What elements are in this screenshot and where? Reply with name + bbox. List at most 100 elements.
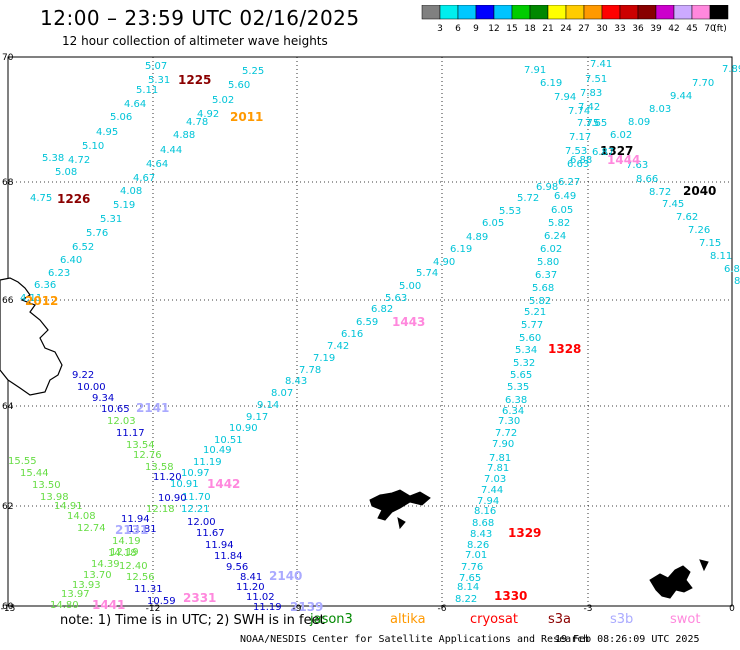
- wave-height-value: 12.56: [126, 572, 155, 583]
- wave-height-value: 8.09: [628, 117, 650, 128]
- wave-height-value: 8.07: [271, 388, 293, 399]
- wave-height-value: 4.72: [68, 155, 90, 166]
- wave-height-value: 13.93: [72, 580, 101, 591]
- wave-height-value: 6.38: [505, 395, 527, 406]
- wave-height-value: 6.8: [724, 264, 740, 275]
- wave-height-value: 9.34: [92, 393, 114, 404]
- wave-height-value: 7.01: [465, 550, 487, 561]
- track-2011: 5.25 5.60 5.02 4.924.78 4.88 4.44 4.64 4.67 4.08…: [120, 66, 264, 197]
- wave-height-value: 7.42: [578, 102, 600, 113]
- scale-tick-label: 18: [524, 24, 536, 34]
- wave-height-value: 7.30: [498, 416, 520, 427]
- wave-height-value: 14.19: [112, 536, 141, 547]
- scale-swatch: [655, 5, 675, 20]
- wave-height-value: 14.18: [108, 548, 137, 559]
- scale-swatch: [457, 5, 477, 20]
- wave-height-value: 5.35: [507, 382, 529, 393]
- wave-height-value: 7.78: [299, 365, 321, 376]
- pass-time-label: 1442: [207, 477, 240, 491]
- wave-height-value: 11.31: [134, 584, 163, 595]
- wave-height-value: 8.68: [472, 518, 494, 529]
- scale-swatch: [529, 5, 549, 20]
- footer-note: note: 1) Time is in UTC; 2) SWH is in fe…: [60, 613, 325, 628]
- wave-height-value: 8.22: [455, 594, 477, 605]
- satellite-swot: swot: [670, 612, 701, 627]
- longitude-tick-label: -9: [293, 604, 302, 614]
- wave-height-value: 4.78: [186, 117, 208, 128]
- wave-height-value: 4.64: [124, 99, 146, 110]
- wave-height-value: 5.06: [110, 112, 132, 123]
- wave-height-value: 5.25: [242, 66, 264, 77]
- pass-time-label: 1327: [600, 144, 633, 158]
- pass-time-label: 2040: [683, 184, 716, 198]
- track-1328: 1328: [548, 342, 581, 356]
- wave-height-value: 6.52: [72, 242, 94, 253]
- wave-height-value: 7.91: [524, 65, 546, 76]
- longitude-tick-label: -6: [438, 604, 447, 614]
- wave-height-value: 6.49: [554, 191, 576, 202]
- wave-height-value: 13.50: [32, 480, 61, 491]
- track-2040: 7.89 7.709.44 8.03 8.09 7.45 7.62 7.26 7.15 8.11…: [628, 64, 740, 287]
- scale-tick-label: 21: [542, 24, 553, 34]
- wave-height-value: 8.26: [467, 540, 489, 551]
- wave-height-value: 4.11: [20, 293, 42, 304]
- wave-height-value: 4.88: [173, 130, 195, 141]
- wave-height-value: 15.44: [20, 468, 49, 479]
- wave-height-value: 5.82: [529, 296, 551, 307]
- latitude-tick-label: 70: [2, 53, 14, 63]
- wave-height-value: 5.76: [86, 228, 108, 239]
- wave-height-value: 12.18: [146, 504, 175, 515]
- wave-height-value: 7.63: [626, 160, 648, 171]
- wave-height-value: 8.66: [636, 174, 658, 185]
- wave-height-value: 10.00: [77, 382, 106, 393]
- wave-height-value: 11.94: [205, 540, 234, 551]
- latitude-tick-label: 64: [2, 402, 14, 412]
- track-1225: 5.07 5.315.11 4.64 5.06 4.95 5.10 4.725.08 5.38…: [30, 61, 211, 204]
- wave-height-value: 7.15: [699, 238, 721, 249]
- longitude-tick-label: -12: [146, 604, 161, 614]
- wave-height-value: 12.03: [107, 416, 136, 427]
- wave-height-value: 7.51: [585, 74, 607, 85]
- page-subtitle: 12 hour collection of altimeter wave hei…: [62, 34, 328, 48]
- wave-height-value: 11.20: [153, 472, 182, 483]
- wave-height-value: 6.02: [610, 130, 632, 141]
- scale-swatch: [547, 5, 567, 20]
- scale-swatch: [583, 5, 603, 20]
- wave-height-value: 11.19: [253, 602, 282, 613]
- scale-tick-label: 70: [704, 24, 716, 34]
- wave-height-value: 7.41: [590, 59, 612, 70]
- scale-swatch: [637, 5, 657, 20]
- wave-height-value: 7.89: [722, 64, 740, 75]
- latitude-tick-label: 66: [2, 296, 14, 306]
- wave-height-value: 5.31: [100, 214, 122, 225]
- wave-height-value: 11.67: [196, 528, 225, 539]
- wave-height-value: 11.17: [116, 428, 145, 439]
- track-2140: 2140: [269, 569, 302, 583]
- map-axis-labels: -15 -12 -9 -6 -3 0 70 68 66 64 62 60: [1, 53, 735, 614]
- wave-height-value: 6.34: [502, 406, 524, 417]
- track-1329: 1329: [508, 526, 541, 540]
- wave-height-value: 6.27: [558, 177, 580, 188]
- wave-height-value: 10.65: [101, 404, 130, 415]
- scale-tick-label: 24: [560, 24, 572, 34]
- latitude-tick-label: 60: [2, 602, 14, 612]
- pass-time-label: 1441: [92, 598, 125, 612]
- wave-height-value: 9.56: [226, 562, 248, 573]
- wave-height-value: 7.65: [459, 573, 481, 584]
- satellite-jason3: jason3: [310, 612, 353, 627]
- scale-tick-label: 9: [473, 24, 479, 34]
- wave-height-value: 13.97: [61, 589, 90, 600]
- wave-height-value: 6.05: [551, 205, 573, 216]
- wave-height-value: 5.65: [510, 370, 532, 381]
- wave-height-value: 5.07: [145, 61, 167, 72]
- wave-height-value: 6.19: [540, 78, 562, 89]
- pass-time-label: 1443: [392, 315, 425, 329]
- wave-height-value: 4.95: [96, 127, 118, 138]
- pass-time-label: 1328: [548, 342, 581, 356]
- track-2331: 2331: [183, 591, 216, 605]
- wave-height-value: 12.40: [119, 561, 148, 572]
- wave-height-value: 5.60: [228, 80, 250, 91]
- wave-height-value: 8.16: [474, 506, 496, 517]
- wave-height-value: 11.94: [121, 514, 150, 525]
- wave-height-value: 7.53: [565, 146, 587, 157]
